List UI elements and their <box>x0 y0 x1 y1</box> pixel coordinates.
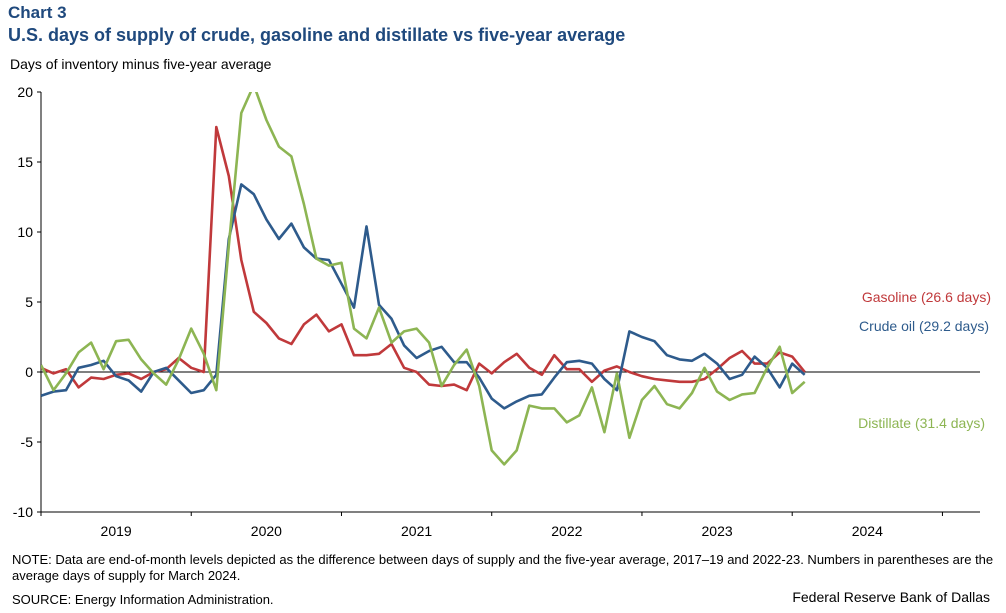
chart-source: SOURCE: Energy Information Administratio… <box>12 592 274 607</box>
y-tick-label: 20 <box>17 84 33 100</box>
legend-label-gasoline: Gasoline (26.6 days) <box>862 289 991 305</box>
y-tick-label: 15 <box>17 154 33 170</box>
x-tick-label: 2020 <box>251 523 282 539</box>
y-tick-label: 5 <box>25 294 33 310</box>
legend-label-distillate: Distillate (31.4 days) <box>858 415 985 431</box>
x-tick-label: 2023 <box>702 523 733 539</box>
series-line-crude-oil <box>41 183 806 410</box>
chart-note: NOTE: Data are end-of-month levels depic… <box>12 552 994 583</box>
x-tick-label: 2021 <box>401 523 432 539</box>
y-tick-label: -5 <box>21 434 34 450</box>
series-line-distillate <box>41 92 806 466</box>
chart-label: Chart 3 <box>8 3 67 22</box>
y-tick-label: -10 <box>13 504 33 520</box>
x-tick-label: 2019 <box>101 523 132 539</box>
y-axis-title: Days of inventory minus five-year averag… <box>10 56 272 72</box>
legend-label-crude-oil: Crude oil (29.2 days) <box>859 318 989 334</box>
chart-series <box>41 92 806 466</box>
chart-credit: Federal Reserve Bank of Dallas <box>792 589 990 605</box>
x-tick-label: 2024 <box>852 523 883 539</box>
y-tick-label: 10 <box>17 224 33 240</box>
y-tick-label: 0 <box>25 364 33 380</box>
chart-title: U.S. days of supply of crude, gasoline a… <box>8 25 626 45</box>
chart-legend: Gasoline (26.6 days) Crude oil (29.2 days… <box>858 289 991 431</box>
series-line-gasoline <box>41 125 806 392</box>
x-tick-label: 2022 <box>551 523 582 539</box>
chart-axes: -10 -5 0 5 10 15 20 2019 2020 2021 2022 2023 2024 <box>13 84 980 539</box>
